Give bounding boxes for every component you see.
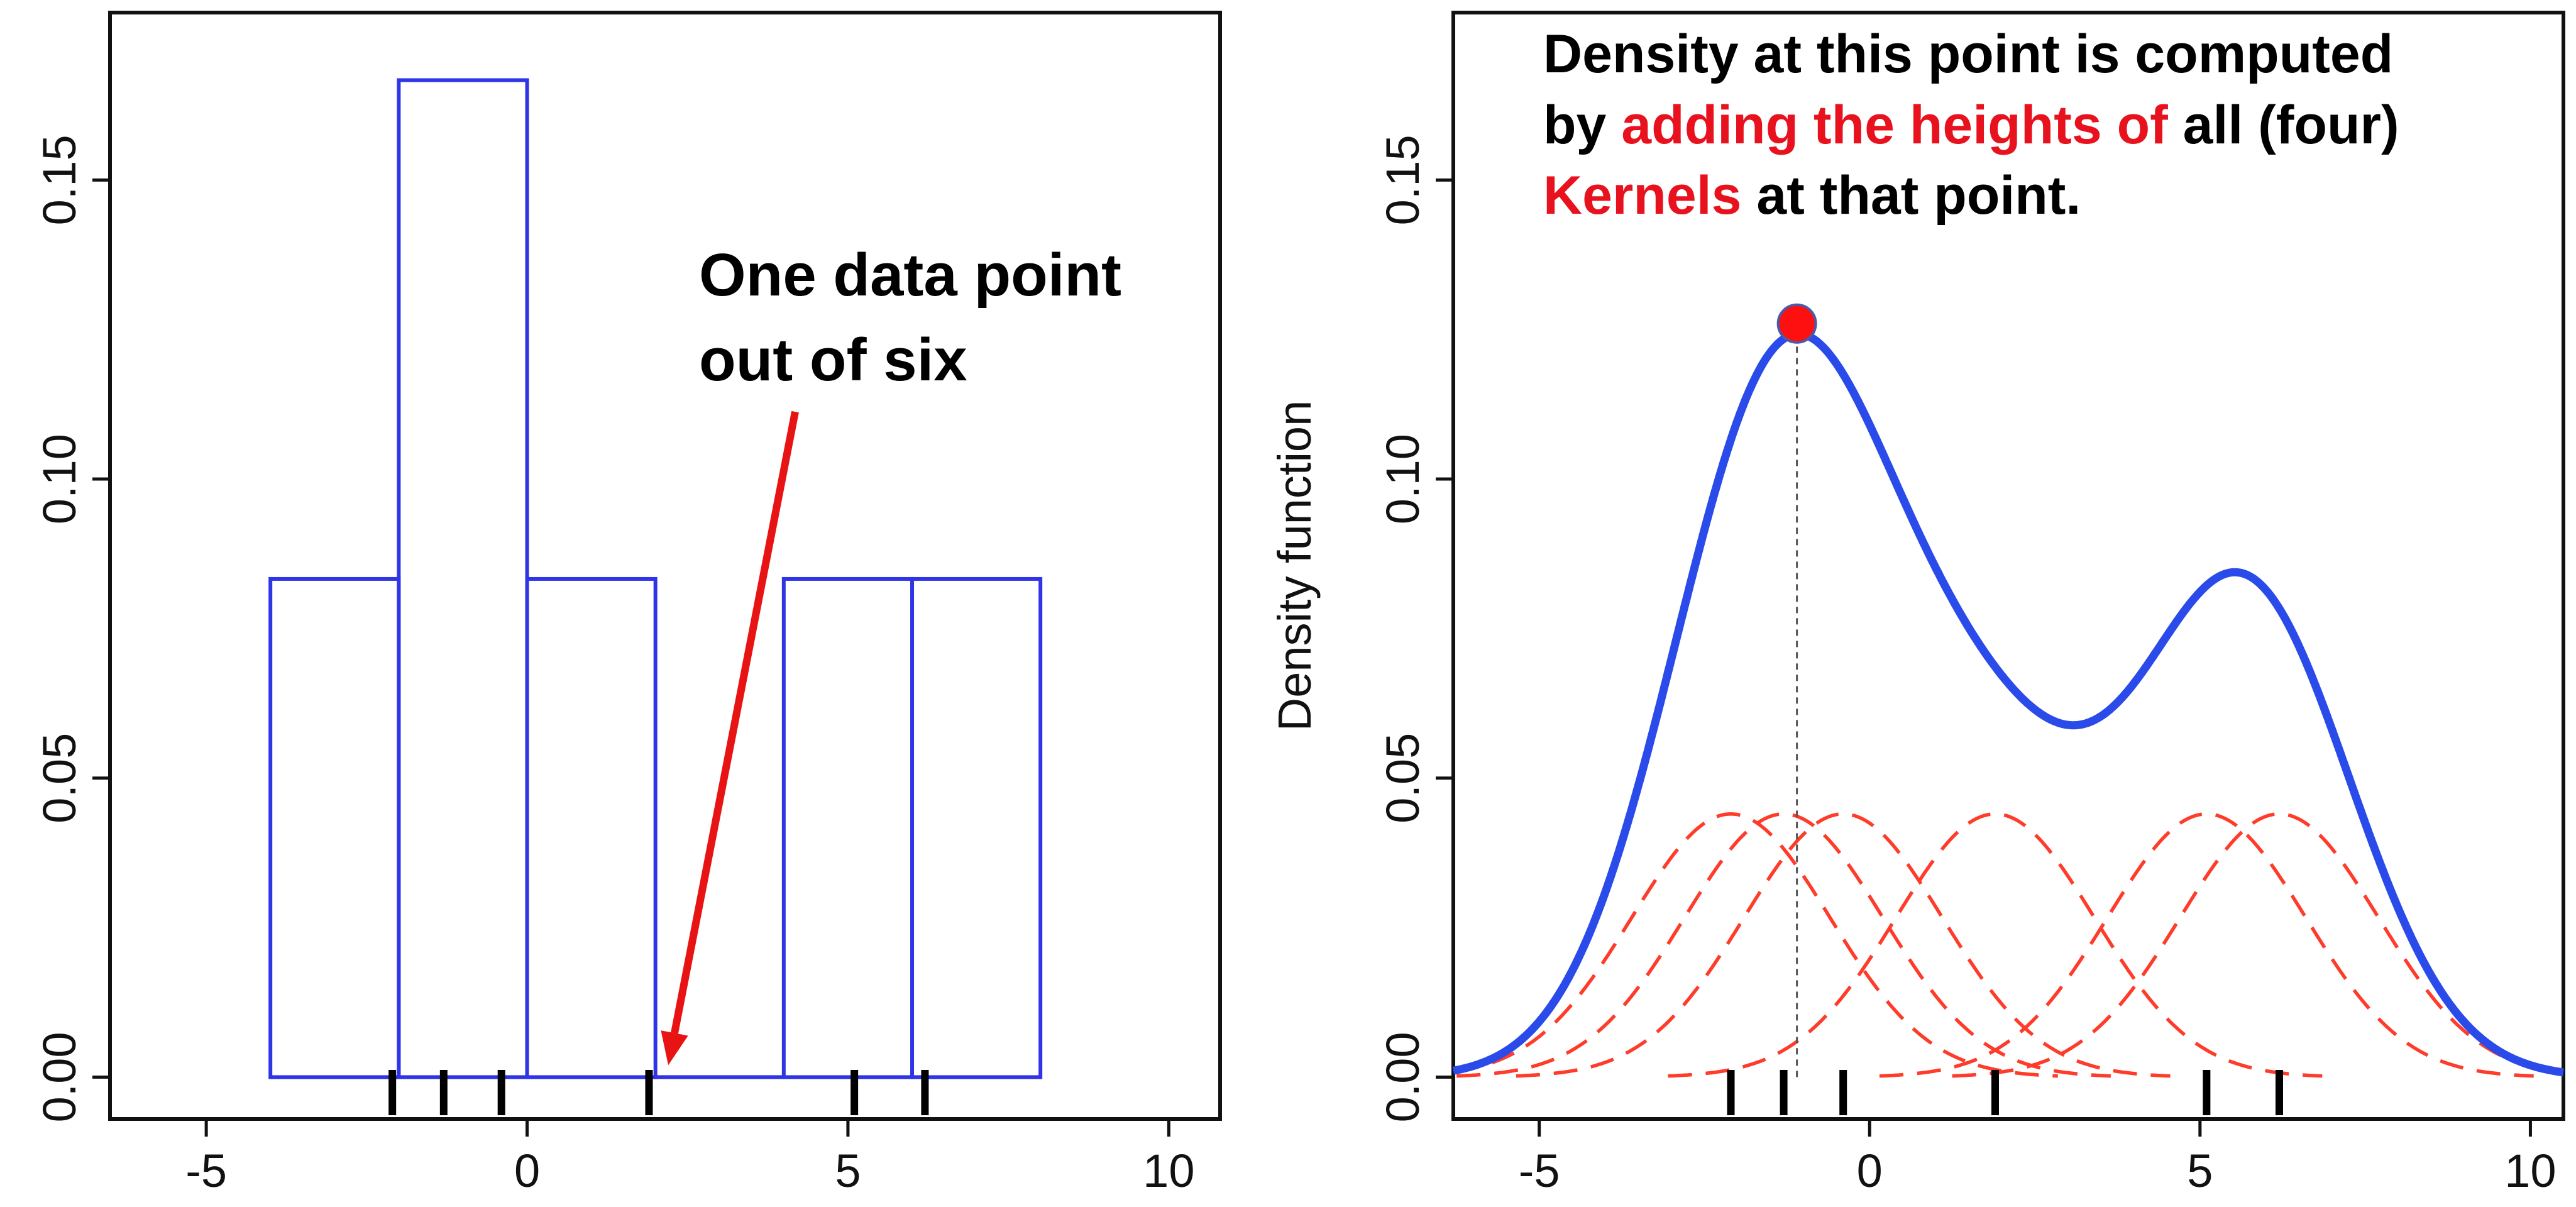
right-y-tick-label: 0.05: [1377, 733, 1429, 824]
annotation-text-all-four: all (four): [2168, 95, 2399, 155]
right-y-axis: 0.00 0.05 0.10 0.15: [1377, 135, 1453, 1122]
right-x-tick-label: 0: [1857, 1145, 1883, 1197]
left-x-tick-label: 10: [1143, 1145, 1194, 1197]
histogram-bar: [781, 576, 915, 1079]
highlight-point: [1776, 303, 1817, 344]
right-x-tick-label: 10: [2504, 1145, 2556, 1197]
left-x-axis: -5 0 5 10: [185, 1119, 1194, 1197]
histogram-bars: [268, 78, 1043, 1079]
left-y-axis: 0.00 0.05 0.10 0.15: [33, 135, 110, 1122]
kernel-curve: [1456, 812, 2111, 1078]
right-x-tick-label: -5: [1519, 1145, 1560, 1197]
left-x-tick-label: 5: [835, 1145, 861, 1197]
right-rug-marks: [1727, 1070, 2283, 1115]
density-curve: [1452, 329, 2564, 1077]
annotation-text-at-that-point: at that point.: [1742, 165, 2081, 226]
left-annotation-line1: One data point: [699, 241, 1121, 309]
right-y-tick-label: 0.00: [1377, 1032, 1429, 1122]
arrow-head: [661, 1030, 688, 1066]
histogram-bar: [910, 576, 1043, 1079]
left-rug-marks: [388, 1070, 929, 1115]
annotation-text-by: by: [1543, 95, 1621, 155]
density-curve-group: [1452, 303, 2564, 1077]
left-plot-frame: [108, 11, 1222, 1121]
left-y-tick-label: 0.00: [33, 1032, 85, 1122]
right-x-tick-label: 5: [2187, 1145, 2213, 1197]
histogram-bar: [397, 78, 529, 1079]
histogram-panel: -5 0 5 10 0.00 0.05 0.10 0.15 One data point o…: [33, 11, 1222, 1197]
left-annotation-line2: out of six: [699, 326, 967, 394]
left-x-tick-label: -5: [185, 1145, 227, 1197]
right-annotation-line2: by adding the heights of all (four): [1543, 95, 2399, 155]
left-x-tick-label: 0: [514, 1145, 540, 1197]
right-plot-frame: [1451, 11, 2565, 1121]
right-annotation-line3: Kernels at that point.: [1543, 165, 2081, 226]
right-y-tick-label: 0.10: [1377, 434, 1429, 524]
left-y-tick-label: 0.05: [33, 733, 85, 824]
kernel-curve: [1668, 812, 2323, 1078]
left-y-tick-label: 0.10: [33, 434, 85, 524]
annotation-text-kernels: Kernels: [1543, 165, 1742, 226]
left-y-tick-label: 0.15: [33, 135, 85, 225]
kernel-curve: [1455, 812, 2058, 1078]
kernel-curve: [1952, 812, 2563, 1078]
right-y-axis-title: Density function: [1269, 400, 1321, 732]
kernel-curve: [1516, 812, 2171, 1078]
histogram-bar: [268, 576, 401, 1079]
right-y-tick-label: 0.15: [1377, 135, 1429, 225]
right-x-axis: -5 0 5 10: [1519, 1119, 2557, 1197]
right-annotation-line1: Density at this point is computed: [1543, 24, 2393, 84]
kernel-curves: [1455, 812, 2563, 1078]
annotation-arrow: [661, 411, 799, 1066]
annotation-text-highlight: adding the heights of: [1621, 95, 2168, 155]
kernel-curve: [1879, 812, 2534, 1078]
arrow-shaft: [671, 411, 799, 1034]
histogram-bar: [525, 576, 658, 1079]
density-panel: -5 0 5 10 0.00 0.05 0.10 0.15 Density function…: [1269, 11, 2565, 1197]
